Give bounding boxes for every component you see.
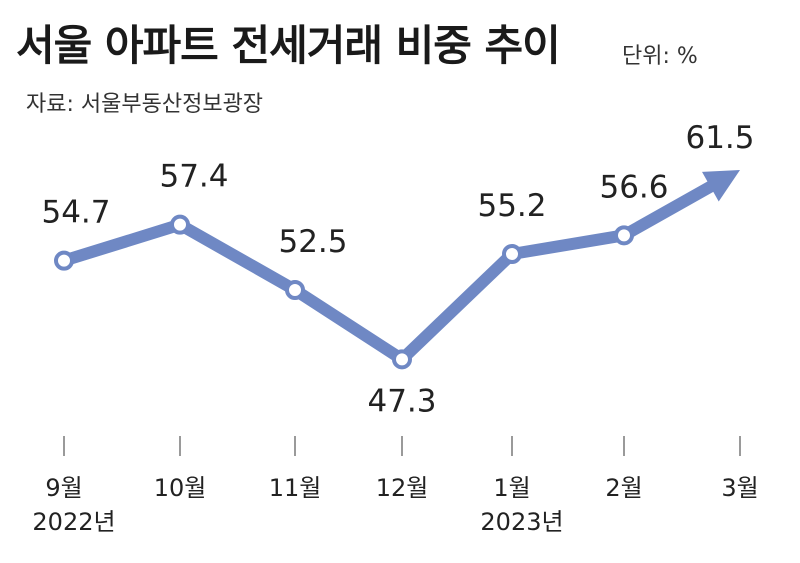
x-tick-label-1: 9월 xyxy=(45,474,82,502)
series-line xyxy=(58,180,717,366)
value-label-3: 52.5 xyxy=(278,224,347,260)
x-year-label-5: 2023년 xyxy=(480,508,563,536)
unit-label: 단위: % xyxy=(622,44,698,69)
value-label-6: 56.6 xyxy=(599,169,668,205)
value-label-2: 57.4 xyxy=(159,159,228,195)
data-point-6 xyxy=(614,225,634,246)
value-label-5: 55.2 xyxy=(477,188,546,224)
data-point-4 xyxy=(392,349,412,370)
value-label-7: 61.5 xyxy=(685,120,754,156)
data-point-1 xyxy=(54,250,74,271)
data-value-labels: 54.7 57.4 52.5 47.3 55.2 56.6 61.5 xyxy=(41,120,754,419)
data-point-3 xyxy=(285,280,305,300)
chart-title: 서울 아파트 전세거래 비중 추이 xyxy=(16,21,561,70)
x-axis-labels: 9월 10월 11월 12월 1월 2월 3월 2022년 2023년 xyxy=(32,474,758,536)
x-tick-label-3: 11월 xyxy=(269,474,322,502)
value-label-4: 47.3 xyxy=(367,383,436,419)
x-axis-ticks xyxy=(63,436,741,456)
x-tick-label-2: 10월 xyxy=(154,474,207,502)
source-label: 자료: 서울부동산정보광장 xyxy=(26,92,264,117)
value-label-1: 54.7 xyxy=(41,195,110,231)
x-tick-label-4: 12월 xyxy=(376,474,429,502)
data-point-2 xyxy=(170,214,190,235)
data-point-5 xyxy=(502,244,522,264)
x-tick-label-6: 2월 xyxy=(605,474,642,502)
x-tick-label-5: 1월 xyxy=(493,474,530,502)
x-tick-label-7: 3월 xyxy=(721,474,758,502)
trend-arrow-head xyxy=(702,170,740,202)
data-markers xyxy=(54,214,634,370)
x-year-label-1: 2022년 xyxy=(32,508,115,536)
